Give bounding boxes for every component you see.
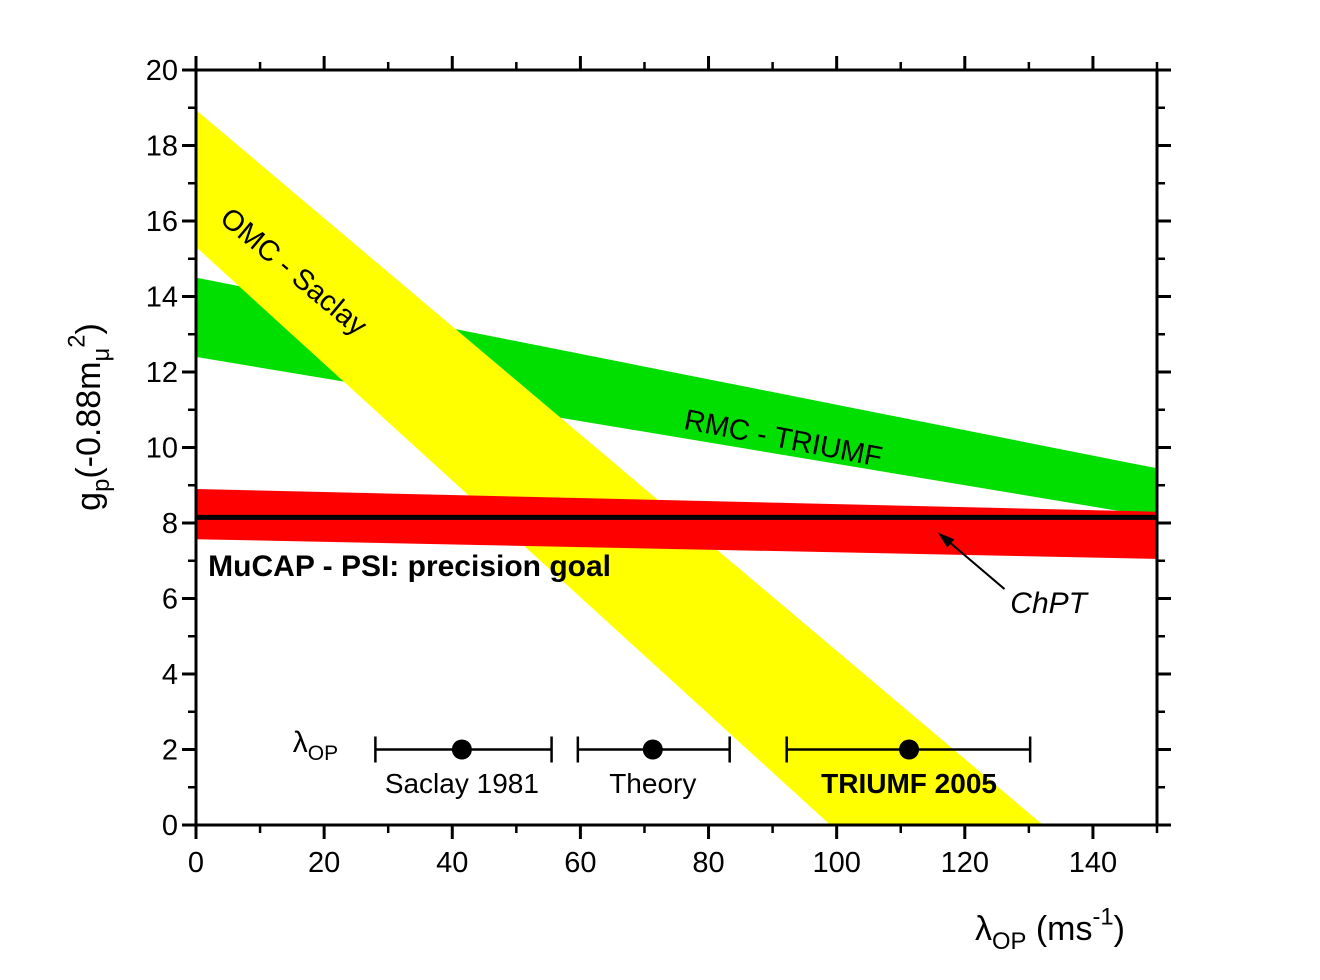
y-tick-label: 16	[146, 206, 178, 238]
y-tick-label: 12	[146, 357, 178, 389]
errorbar-theory: Theory	[576, 736, 731, 799]
y-tick-label: 20	[146, 55, 178, 87]
data-point-label: Theory	[609, 768, 696, 799]
x-tick-label: 20	[308, 847, 340, 879]
y-tick-label: 2	[162, 735, 178, 767]
y-tick-label: 4	[162, 659, 178, 691]
x-tick-label: 100	[812, 847, 860, 879]
lambda-op-label: λOP	[293, 726, 338, 765]
band-mucap-psi-precision-goal	[196, 489, 1157, 559]
band-omc-saclay	[196, 110, 1043, 825]
y-tick-label: 6	[162, 584, 178, 616]
y-tick-label: 18	[146, 131, 178, 163]
y-tick-label: 0	[162, 810, 178, 842]
data-point-marker	[899, 739, 920, 760]
y-tick-label: 10	[146, 433, 178, 465]
errorbar-triumf-2005: TRIUMF 2005	[785, 736, 1032, 799]
data-point-label: Saclay 1981	[385, 768, 539, 799]
x-tick-label: 140	[1069, 847, 1117, 879]
x-tick-label: 120	[941, 847, 989, 879]
y-tick-label: 8	[162, 508, 178, 540]
data-point-label: TRIUMF 2005	[821, 768, 997, 799]
x-tick-label: 80	[692, 847, 724, 879]
x-tick-label: 0	[188, 847, 204, 879]
y-tick-label: 14	[146, 282, 178, 314]
data-point-marker	[642, 739, 663, 760]
chpt-label: ChPT	[1010, 587, 1089, 620]
band-label-mucap-psi-precision-goal: MuCAP - PSI: precision goal	[208, 550, 611, 583]
chpt-arrow-line	[945, 538, 1006, 590]
y-axis-title: gp(-0.88mμ2)	[64, 323, 116, 511]
x-axis-title: λOP (ms-1)	[975, 904, 1125, 956]
errorbar-saclay-1981: Saclay 1981	[374, 736, 553, 799]
x-tick-label: 40	[436, 847, 468, 879]
chpt-arrow-head	[937, 532, 955, 548]
data-point-marker	[451, 739, 472, 760]
x-tick-label: 60	[564, 847, 596, 879]
